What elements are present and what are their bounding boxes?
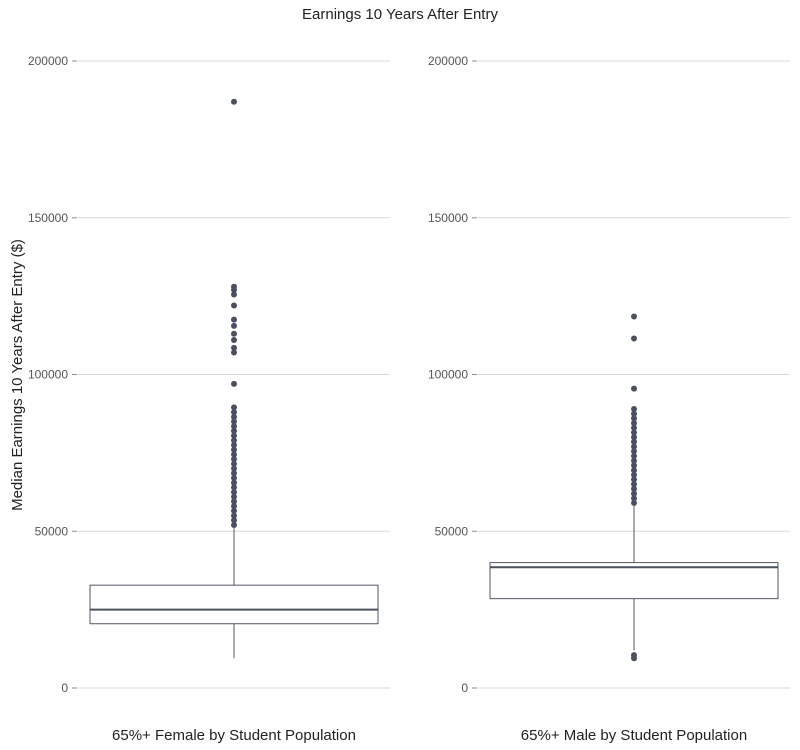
outliers-female — [231, 98, 237, 528]
outlier-point — [231, 470, 237, 477]
outlier-point — [631, 453, 637, 460]
y-axis-label: Median Earnings 10 Years After Entry ($) — [9, 239, 26, 511]
iqr-box — [489, 562, 779, 600]
outlier-point — [231, 283, 237, 290]
outlier-point — [631, 495, 637, 502]
outlier-point — [231, 302, 237, 309]
outlier-point — [231, 489, 237, 496]
outlier-point — [631, 429, 637, 436]
outlier-point — [231, 493, 237, 500]
x-axis-label-female: 65%+ Female by Student Population — [112, 727, 356, 744]
outlier-point — [231, 512, 237, 519]
outlier-point — [631, 434, 637, 441]
outlier-point — [631, 405, 637, 412]
outlier-point — [631, 415, 637, 422]
outlier-point — [231, 517, 237, 524]
outlier-point — [631, 424, 637, 431]
outlier-point — [231, 409, 237, 416]
outlier-point — [231, 423, 237, 430]
outlier-point — [231, 337, 237, 344]
iqr-box — [89, 584, 379, 625]
chart-title: Earnings 10 Years After Entry — [302, 6, 498, 23]
y-axis-ticks-male: 0 50000 100000 150000 200000 — [428, 54, 477, 695]
outlier-point — [231, 404, 237, 411]
panel-male: 0 50000 100000 150000 200000 65%+ Male by St… — [428, 54, 790, 744]
outlier-point — [631, 481, 637, 488]
panel-female: 0 50000 100000 150000 200000 65%+ Female by … — [28, 54, 390, 744]
outlier-point — [631, 443, 637, 450]
outlier-point — [231, 465, 237, 472]
box-male — [489, 506, 779, 651]
outlier-point — [231, 432, 237, 439]
outlier-point — [631, 438, 637, 445]
outlier-point — [631, 420, 637, 427]
outlier-point — [231, 451, 237, 458]
y-tick-label: 200000 — [428, 54, 468, 68]
outlier-point — [231, 427, 237, 434]
outlier-point — [631, 467, 637, 474]
y-tick-label: 0 — [461, 681, 468, 695]
y-tick-label: 50000 — [435, 524, 469, 538]
outlier-point — [631, 490, 637, 497]
outlier-point — [631, 385, 637, 392]
outlier-point — [631, 457, 637, 464]
outliers-male — [631, 313, 637, 662]
y-axis-ticks-female: 0 50000 100000 150000 200000 — [28, 54, 77, 695]
grid-lines-female — [78, 60, 390, 689]
y-tick-label: 200000 — [28, 54, 68, 68]
outlier-point — [631, 471, 637, 478]
x-axis-label-male: 65%+ Male by Student Population — [521, 727, 747, 744]
outlier-point — [631, 335, 637, 342]
outlier-point — [231, 484, 237, 491]
outlier-point — [231, 498, 237, 505]
outlier-point — [231, 316, 237, 323]
y-tick-label: 100000 — [428, 368, 468, 382]
box-female — [89, 528, 379, 659]
outlier-point — [231, 437, 237, 444]
outlier-point — [231, 442, 237, 449]
outlier-point — [231, 456, 237, 463]
outlier-point — [231, 446, 237, 453]
outlier-point — [231, 507, 237, 514]
outlier-point — [231, 413, 237, 420]
outlier-point — [231, 460, 237, 467]
outlier-point — [231, 418, 237, 425]
outlier-point — [631, 476, 637, 483]
outlier-point — [231, 330, 237, 337]
outlier-point — [231, 349, 237, 356]
outlier-point — [631, 313, 637, 320]
y-tick-label: 0 — [61, 681, 68, 695]
outlier-point — [631, 410, 637, 417]
outlier-point — [231, 98, 237, 105]
y-tick-label: 100000 — [28, 368, 68, 382]
outlier-point — [231, 521, 237, 528]
outlier-point — [631, 485, 637, 492]
outlier-point — [231, 503, 237, 510]
outlier-point — [231, 291, 237, 298]
outlier-point — [231, 380, 237, 387]
outlier-point — [231, 322, 237, 329]
outlier-point — [631, 462, 637, 469]
outlier-point — [631, 652, 637, 659]
y-tick-label: 150000 — [28, 211, 68, 225]
outlier-point — [631, 500, 637, 507]
y-tick-label: 150000 — [428, 211, 468, 225]
outlier-point — [631, 448, 637, 455]
outlier-point — [231, 474, 237, 481]
outlier-point — [231, 344, 237, 351]
outlier-point — [231, 479, 237, 486]
y-tick-label: 50000 — [35, 524, 69, 538]
